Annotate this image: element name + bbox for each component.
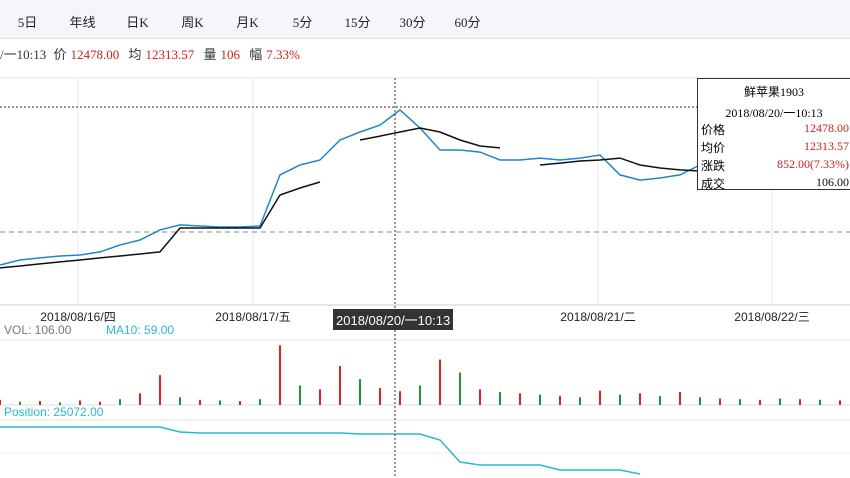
volume-bar (359, 379, 361, 405)
tooltip-key: 涨跌 (701, 159, 726, 173)
tab[interactable]: 月K (236, 15, 259, 30)
x-tick-label: 2018/08/17/五 (215, 310, 290, 324)
volume-bar (139, 393, 141, 405)
volume-bar (519, 393, 521, 405)
volume-bar (819, 399, 821, 405)
volume-bar (439, 359, 441, 405)
volume-bar (239, 401, 241, 405)
volume-bar (599, 390, 601, 405)
panel-title: Position: 25072.00 (4, 405, 104, 419)
tooltip-value: 12478.00 (804, 121, 849, 135)
volume-bar (339, 366, 341, 405)
volume-bar (679, 392, 681, 405)
tooltip-title: 鲜苹果1903 (743, 85, 804, 99)
tooltip-value: 852.00(7.33%) (777, 157, 849, 171)
volume-bar (259, 399, 261, 405)
tooltip-key: 均价 (701, 141, 726, 155)
tab-bar: 5日 年线 日K 周K 月K 5分 15分 30分 60分 (0, 0, 850, 39)
tab[interactable]: 年线 (69, 15, 96, 30)
volume-bar (579, 397, 581, 405)
tooltip-value: 12313.57 (804, 139, 849, 153)
tooltip: 鲜苹果1903 2018/08/20/一10:13 价格 12478.00 均价 1… (697, 78, 850, 191)
volume-bar (539, 394, 541, 405)
volume-bar (19, 401, 21, 405)
x-tick-label: 2018/08/21/二 (560, 310, 635, 324)
volume-bar (279, 345, 281, 405)
x-tick-label: 2018/08/22/三 (734, 310, 809, 324)
volume-bar (159, 375, 161, 405)
tooltip-key: 成交 (701, 177, 726, 191)
volume-bar (199, 399, 201, 405)
tooltip-time: 2018/08/20/一10:13 (725, 106, 823, 120)
line (0, 426, 641, 475)
info-label: 量 (203, 47, 217, 62)
volume-bar (0, 399, 1, 405)
info-time: /一10:13 (0, 47, 47, 62)
volume-bar (219, 400, 221, 405)
volume-bar (419, 385, 421, 405)
tab[interactable]: 60分 (454, 15, 481, 30)
x-tick-label: 2018/08/16/四 (40, 310, 115, 324)
tab[interactable]: 15分 (344, 15, 371, 30)
volume-bar (499, 392, 501, 405)
crosshair-label: 2018/08/20/一10:13 (333, 309, 454, 330)
info-value: 12478.00 (70, 47, 120, 62)
tab[interactable]: 30分 (399, 15, 426, 30)
volume-bar (479, 389, 481, 405)
info-value: 7.33% (266, 47, 300, 62)
volume-bar (699, 397, 701, 405)
info-label: 均 (128, 47, 142, 62)
volume-bar (779, 398, 781, 405)
volume-bar (719, 398, 721, 405)
volume-bar (799, 399, 801, 405)
volume-bar (659, 395, 661, 405)
volume-bar (119, 399, 121, 405)
panel-annotation: MA10: 59.00 (106, 323, 174, 337)
volume-bar (759, 399, 761, 405)
info-label: 价 (53, 47, 67, 62)
tab[interactable]: 5分 (292, 15, 313, 30)
volume-bar (319, 389, 321, 405)
volume-bar (739, 399, 741, 405)
volume-bar (399, 391, 401, 405)
volume-bar (379, 388, 381, 405)
info-value: 106 (220, 47, 241, 62)
tab[interactable]: 周K (181, 15, 204, 30)
volume-bar (839, 400, 841, 405)
volume-bar (639, 393, 641, 405)
volume-bar (559, 395, 561, 405)
volume-bar (59, 402, 61, 405)
info-bar: /一10:13 价 12478.00 均 12313.57 量 106 幅 7.33% (0, 44, 306, 63)
volume-bar (39, 401, 41, 405)
tab[interactable]: 5日 (17, 15, 38, 30)
volume-bar (619, 394, 621, 405)
tab[interactable]: 日K (126, 15, 149, 30)
volume-bar (179, 397, 181, 405)
volume-bar (459, 372, 461, 405)
volume-bar (79, 400, 81, 405)
volume-bar (99, 401, 101, 405)
info-value: 12313.57 (145, 47, 195, 62)
tooltip-value: 106.00 (816, 175, 849, 189)
tooltip-key: 价格 (701, 123, 726, 137)
panel-title: VOL: 106.00 (4, 323, 72, 337)
volume-bar (299, 385, 301, 405)
info-label: 幅 (249, 47, 263, 62)
